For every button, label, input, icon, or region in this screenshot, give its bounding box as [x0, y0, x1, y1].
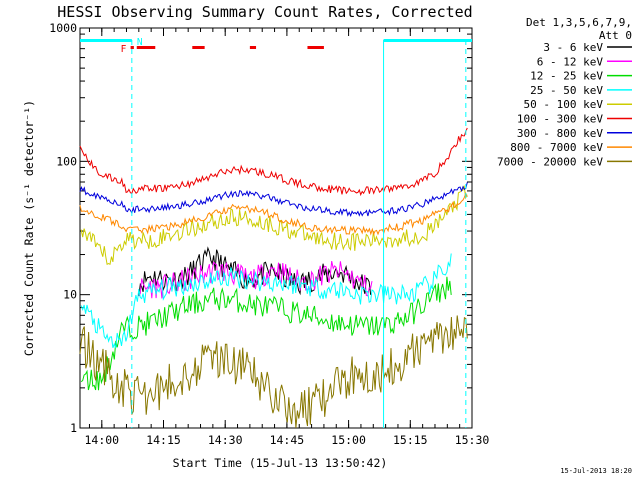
y-tick-label: 10 [63, 288, 77, 302]
legend-label: 300 - 800 keV [517, 127, 603, 140]
y-tick-label: 100 [56, 154, 77, 168]
vertical-markers [131, 40, 467, 428]
legend-header-2: Att 0 [599, 29, 632, 42]
x-tick-label: 15:00 [331, 433, 366, 447]
flag-label-n: N [137, 37, 143, 48]
legend-label: 6 - 12 keV [537, 55, 604, 68]
legend-label: 800 - 7000 keV [510, 141, 603, 154]
y-tick-label: 1000 [49, 21, 77, 35]
series-line [138, 260, 373, 299]
series-line [79, 182, 468, 218]
x-tick-label: 14:15 [146, 433, 181, 447]
x-tick-label: 14:00 [84, 433, 119, 447]
legend-label: 12 - 25 keV [530, 70, 603, 83]
flag-label-f: F [121, 44, 127, 55]
observing-flags: NF [80, 37, 472, 55]
series-line [80, 185, 468, 266]
x-tick-label: 15:15 [393, 433, 428, 447]
series-group [79, 127, 468, 429]
series-line [79, 192, 468, 236]
flag-bar-f [136, 46, 156, 49]
legend-label: 3 - 6 keV [543, 41, 603, 54]
x-axis: 14:00 14:15 14:30 14:45 15:00 15:15 15:30 [84, 28, 489, 447]
flag-bar-f [249, 46, 257, 49]
legend-label: 7000 - 20000 keV [497, 155, 603, 168]
x-axis-label: Start Time (15-Jul-13 13:50:42) [173, 456, 388, 470]
plot-border [79, 27, 473, 429]
series-line [80, 276, 452, 391]
x-tick-label: 14:45 [270, 433, 305, 447]
legend-label: 100 - 300 keV [517, 113, 603, 126]
y-tick-label: 1 [70, 421, 77, 435]
flag-bar-n [383, 39, 472, 42]
series-line [79, 127, 468, 197]
y-axis-label: Corrected Count Rate (s⁻¹ detector⁻¹) [22, 100, 36, 356]
footer-timestamp: 15-Jul-2013 18:20 [560, 467, 632, 475]
series-line [79, 315, 468, 429]
legend-label: 50 - 100 keV [524, 98, 604, 111]
flag-bar-f [130, 46, 134, 49]
legend-header-1: Det 1,3,5,6,7,9, [526, 16, 632, 29]
y-axis: 1 10 100 1000 [49, 21, 472, 435]
flag-bar-f [192, 46, 205, 49]
flag-bar-n [80, 39, 132, 42]
series-line [80, 253, 452, 349]
chart-title: HESSI Observing Summary Count Rates, Cor… [57, 3, 472, 21]
legend-label: 25 - 50 keV [530, 84, 603, 97]
x-tick-label: 15:30 [455, 433, 490, 447]
plot-frame [79, 27, 473, 429]
x-tick-label: 14:30 [208, 433, 243, 447]
flag-bar-f [307, 46, 324, 49]
